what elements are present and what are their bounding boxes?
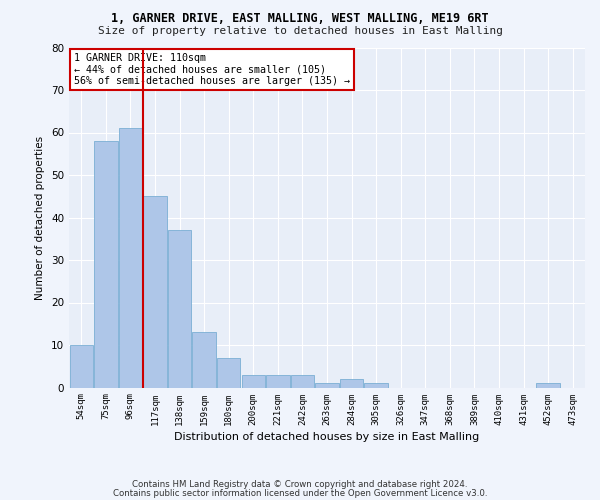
- Bar: [340, 379, 363, 388]
- Bar: [70, 345, 93, 388]
- Bar: [266, 375, 290, 388]
- Bar: [316, 383, 338, 388]
- Bar: [364, 383, 388, 388]
- Bar: [217, 358, 241, 388]
- Text: 1, GARNER DRIVE, EAST MALLING, WEST MALLING, ME19 6RT: 1, GARNER DRIVE, EAST MALLING, WEST MALL…: [111, 12, 489, 26]
- Text: Contains public sector information licensed under the Open Government Licence v3: Contains public sector information licen…: [113, 488, 487, 498]
- Bar: [242, 375, 265, 388]
- Bar: [193, 332, 216, 388]
- Y-axis label: Number of detached properties: Number of detached properties: [35, 136, 46, 300]
- Text: Contains HM Land Registry data © Crown copyright and database right 2024.: Contains HM Land Registry data © Crown c…: [132, 480, 468, 489]
- Bar: [143, 196, 167, 388]
- Text: Size of property relative to detached houses in East Malling: Size of property relative to detached ho…: [97, 26, 503, 36]
- Bar: [168, 230, 191, 388]
- Bar: [536, 383, 560, 388]
- Bar: [94, 141, 118, 388]
- Text: 1 GARNER DRIVE: 110sqm
← 44% of detached houses are smaller (105)
56% of semi-de: 1 GARNER DRIVE: 110sqm ← 44% of detached…: [74, 52, 350, 86]
- Bar: [291, 375, 314, 388]
- X-axis label: Distribution of detached houses by size in East Malling: Distribution of detached houses by size …: [175, 432, 479, 442]
- Bar: [119, 128, 142, 388]
